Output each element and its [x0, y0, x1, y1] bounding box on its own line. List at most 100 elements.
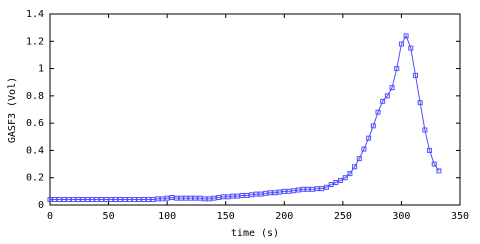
point-marker	[272, 190, 278, 196]
point-marker	[375, 109, 381, 115]
point-marker	[267, 190, 273, 196]
point-marker	[164, 195, 170, 201]
point-marker	[394, 66, 400, 72]
point-marker	[127, 197, 133, 203]
x-tick-label: 350	[451, 211, 469, 222]
x-tick-label: 50	[103, 211, 115, 222]
point-marker	[230, 193, 236, 199]
y-tick-label: 1.2	[26, 36, 44, 47]
point-marker	[159, 196, 165, 202]
point-marker	[131, 197, 137, 203]
point-marker	[370, 123, 376, 129]
point-marker	[66, 197, 72, 203]
point-marker	[361, 146, 367, 152]
point-marker	[422, 127, 428, 133]
point-marker	[61, 197, 67, 203]
point-marker	[70, 197, 76, 203]
point-marker	[84, 197, 90, 203]
point-marker	[403, 33, 409, 39]
point-marker	[141, 197, 147, 203]
point-marker	[436, 168, 442, 174]
point-marker	[113, 197, 119, 203]
x-tick-label: 300	[392, 211, 410, 222]
point-marker	[211, 195, 217, 201]
point-marker	[122, 197, 128, 203]
point-marker	[197, 195, 203, 201]
point-marker	[225, 194, 231, 200]
point-marker	[169, 194, 175, 200]
point-marker	[220, 194, 226, 200]
x-tick-label: 250	[334, 211, 352, 222]
plot-frame	[49, 13, 461, 206]
point-marker	[417, 100, 423, 106]
point-marker	[94, 197, 100, 203]
point-marker	[239, 192, 245, 198]
point-marker	[155, 196, 161, 202]
point-marker	[202, 196, 208, 202]
y-tick-label: 1.4	[26, 9, 44, 20]
point-marker	[431, 161, 437, 167]
series-line	[50, 34, 440, 201]
point-marker	[244, 192, 250, 198]
point-marker	[366, 135, 372, 141]
point-marker	[319, 186, 325, 192]
x-tick-label: 150	[217, 211, 235, 222]
y-axis-label: GASF3 (Vol)	[7, 77, 18, 143]
point-marker	[47, 197, 53, 203]
point-marker	[117, 197, 123, 203]
point-marker	[328, 182, 334, 188]
y-tick-label: 0.2	[26, 173, 44, 184]
point-marker	[347, 171, 353, 177]
point-marker	[178, 195, 184, 201]
point-marker	[286, 188, 292, 194]
point-marker	[99, 197, 105, 203]
point-marker	[174, 195, 180, 201]
point-marker	[291, 188, 297, 194]
point-marker	[342, 175, 348, 181]
point-marker	[356, 156, 362, 162]
x-tick-label: 100	[158, 211, 176, 222]
point-marker	[427, 147, 433, 153]
point-marker	[150, 197, 156, 203]
point-marker	[389, 85, 395, 91]
point-marker	[305, 186, 311, 192]
point-marker	[248, 192, 254, 198]
point-marker	[145, 197, 151, 203]
point-marker	[300, 186, 306, 192]
point-marker	[192, 195, 198, 201]
point-marker	[314, 186, 320, 192]
point-marker	[108, 197, 114, 203]
point-marker	[281, 188, 287, 194]
point-marker	[277, 189, 283, 195]
point-marker	[258, 191, 264, 197]
point-marker	[52, 197, 58, 203]
point-marker	[380, 98, 386, 104]
y-tick-label: 0.4	[26, 145, 44, 156]
point-marker	[234, 193, 240, 199]
point-marker	[206, 196, 212, 202]
point-marker	[183, 195, 189, 201]
point-marker	[309, 186, 315, 192]
point-marker	[253, 191, 259, 197]
point-marker	[89, 197, 95, 203]
point-marker	[333, 179, 339, 185]
y-tick-label: 0.6	[26, 118, 44, 129]
point-marker	[56, 197, 62, 203]
y-tick-label: 1	[38, 64, 44, 75]
point-marker	[295, 187, 301, 193]
point-marker	[136, 197, 142, 203]
y-tick-label: 0.8	[26, 91, 44, 102]
y-tick-label: 0	[38, 200, 44, 211]
point-marker	[216, 194, 222, 200]
point-marker	[263, 190, 269, 196]
point-marker	[398, 41, 404, 47]
point-marker	[75, 197, 81, 203]
point-marker	[352, 164, 358, 170]
x-axis-label: time (s)	[231, 228, 279, 239]
point-marker	[384, 93, 390, 99]
point-marker	[103, 197, 109, 203]
point-marker	[338, 177, 344, 183]
point-marker	[408, 45, 414, 51]
point-marker	[412, 72, 418, 78]
